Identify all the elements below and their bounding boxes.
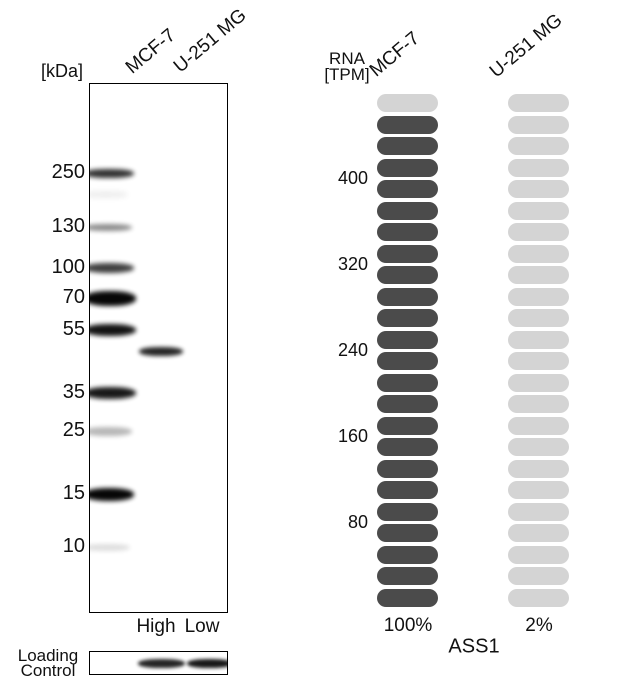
rna-axis-label-line2: [TPM] <box>324 65 370 84</box>
rna-segment <box>508 287 569 306</box>
rna-segment <box>377 567 438 586</box>
rna-segment <box>377 287 438 306</box>
ladder-band-25kda <box>90 426 132 436</box>
rna-segment <box>508 395 569 414</box>
ladder-band-250kda <box>90 168 134 178</box>
wb-lane-label-mcf7: MCF-7 <box>121 24 180 79</box>
rna-segment <box>377 545 438 564</box>
rna-percent-mcf7: 100% <box>383 615 433 636</box>
wb-lane-label-u251mg: U-251 MG <box>169 4 251 78</box>
rna-segment <box>508 309 569 328</box>
ladder-band-15kda <box>90 487 134 501</box>
rna-segment <box>508 223 569 242</box>
rna-lane-label-u251mg: U-251 MG <box>485 9 567 83</box>
rna-segment <box>508 330 569 349</box>
loading-control-label-line1: Loading <box>17 646 79 665</box>
rna-segment <box>508 524 569 543</box>
rna-segment <box>377 158 438 177</box>
rna-segment <box>377 502 438 521</box>
rna-tpm-axis-label: RNA [TPM] <box>320 49 374 84</box>
rna-segment <box>508 244 569 263</box>
rna-segment <box>508 502 569 521</box>
rna-segment <box>508 201 569 220</box>
western-blot-image <box>89 83 228 613</box>
rna-segment <box>508 94 569 113</box>
gene-name-label: ASS1 <box>448 635 500 658</box>
rna-segment <box>508 352 569 371</box>
ladder-band-70kda <box>90 290 136 306</box>
kda-marker-100: 100 <box>51 256 85 278</box>
rna-segment <box>377 115 438 134</box>
rna-segment <box>377 524 438 543</box>
rna-segment <box>377 416 438 435</box>
rna-segment <box>508 545 569 564</box>
rna-percent-u251mg: 2% <box>525 615 553 636</box>
rna-tpm-tick-160: 160 <box>337 426 368 447</box>
rna-segment <box>377 330 438 349</box>
rna-segment <box>377 266 438 285</box>
ladder-band-100kda <box>90 263 134 273</box>
rna-segment <box>377 180 438 199</box>
rna-bar-mcf7 <box>377 94 438 607</box>
rna-segment <box>377 481 438 500</box>
rna-segment <box>377 373 438 392</box>
rna-segment <box>377 94 438 113</box>
kda-marker-130: 130 <box>51 215 85 237</box>
rna-segment <box>377 459 438 478</box>
expression-level-low: Low <box>184 616 220 637</box>
rna-segment <box>508 416 569 435</box>
kda-marker-70: 70 <box>62 286 85 308</box>
rna-segment <box>508 438 569 457</box>
loading-control-band-1 <box>138 658 185 668</box>
rna-segment <box>508 266 569 285</box>
rna-lane-label-mcf7: MCF-7 <box>365 27 424 82</box>
rna-segment <box>508 373 569 392</box>
kda-marker-35: 35 <box>62 381 85 403</box>
rna-segment <box>377 352 438 371</box>
kda-marker-250: 250 <box>51 161 85 183</box>
kda-marker-25: 25 <box>62 419 85 441</box>
rna-segment <box>377 244 438 263</box>
rna-tpm-tick-80: 80 <box>347 512 368 533</box>
ladder-band-130kda <box>90 223 132 231</box>
target-protein-band <box>139 346 183 356</box>
rna-segment <box>377 201 438 220</box>
rna-segment <box>377 223 438 242</box>
loading-control-blot <box>89 651 228 675</box>
rna-segment <box>508 588 569 607</box>
rna-segment <box>508 481 569 500</box>
ladder-band-10kda <box>90 543 130 551</box>
kda-unit-label: [kDa] <box>40 61 83 81</box>
ladder-band-55kda <box>90 324 136 336</box>
rna-tpm-tick-240: 240 <box>337 340 368 361</box>
loading-control-label: Loading Control <box>10 646 86 680</box>
rna-segment <box>377 588 438 607</box>
rna-segment <box>377 438 438 457</box>
kda-marker-55: 55 <box>62 318 85 340</box>
rna-segment <box>508 459 569 478</box>
rna-tpm-tick-400: 400 <box>337 168 368 189</box>
rna-axis-label-line1: RNA <box>329 49 365 68</box>
rna-segment <box>508 180 569 199</box>
rna-tpm-tick-320: 320 <box>337 254 368 275</box>
rna-segment <box>377 309 438 328</box>
expression-level-high: High <box>136 616 176 637</box>
kda-marker-10: 10 <box>62 535 85 557</box>
loading-control-label-line2: Control <box>20 661 76 680</box>
loading-control-band-2 <box>187 658 227 668</box>
ladder-band-faint-0 <box>90 190 128 198</box>
rna-segment <box>508 115 569 134</box>
rna-segment <box>508 567 569 586</box>
ladder-band-35kda <box>90 387 136 399</box>
rna-segment <box>508 137 569 156</box>
rna-segment <box>508 158 569 177</box>
rna-bar-u251mg <box>508 94 569 607</box>
kda-marker-15: 15 <box>62 482 85 504</box>
rna-segment <box>377 395 438 414</box>
rna-segment <box>377 137 438 156</box>
